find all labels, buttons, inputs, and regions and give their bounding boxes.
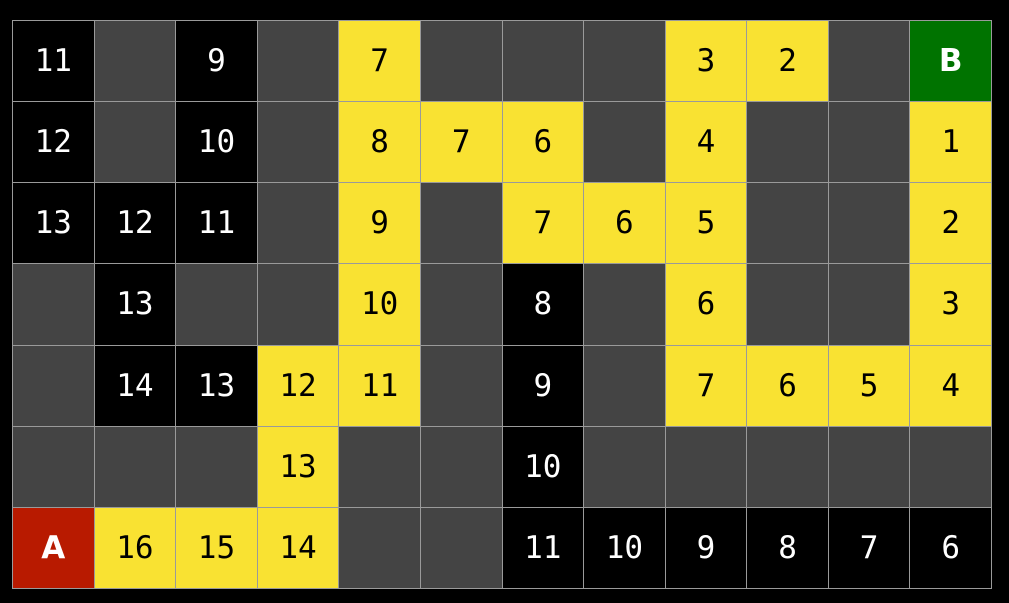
path-cell: 8 (339, 102, 421, 184)
wall-cell (747, 102, 829, 184)
explored-cell: 9 (502, 345, 585, 427)
explored-cell: 13 (13, 183, 95, 265)
path-cell: 3 (665, 21, 748, 103)
path-cell: 12 (257, 345, 340, 427)
wall-cell (828, 426, 911, 508)
wall-cell (584, 264, 666, 346)
wall-cell (584, 345, 666, 427)
path-cell: 5 (665, 183, 748, 265)
path-cell: 14 (257, 507, 340, 589)
wall-cell (747, 426, 829, 508)
explored-cell: 6 (910, 507, 992, 589)
wall-cell (828, 183, 911, 265)
explored-cell: 11 (176, 183, 258, 265)
explored-cell: 12 (94, 183, 177, 265)
explored-cell: 10 (176, 102, 258, 184)
wall-cell (665, 426, 748, 508)
wall-cell (339, 507, 421, 589)
explored-cell: 10 (584, 507, 666, 589)
wall-cell (257, 21, 340, 103)
wall-cell (420, 426, 503, 508)
path-cell: 6 (584, 183, 666, 265)
wall-cell (94, 102, 177, 184)
explored-cell: 14 (94, 345, 177, 427)
start-cell: A (13, 507, 95, 589)
path-cell: 1 (910, 102, 992, 184)
path-cell: 6 (665, 264, 748, 346)
wall-cell (94, 21, 177, 103)
path-cell: 13 (257, 426, 340, 508)
explored-cell: 8 (502, 264, 585, 346)
path-cell: 10 (339, 264, 421, 346)
explored-cell: 11 (502, 507, 585, 589)
path-cell: 2 (910, 183, 992, 265)
wall-cell (339, 426, 421, 508)
wall-cell (502, 21, 585, 103)
path-cell: 3 (910, 264, 992, 346)
wall-cell (13, 264, 95, 346)
wall-cell (747, 264, 829, 346)
maze-grid: 11 9 7 3 2 B 12 10 8 7 6 4 1 13 12 11 9 7 6 5 2 13 10 8 6 3 14 13 12… (12, 20, 992, 589)
wall-cell (257, 264, 340, 346)
wall-cell (828, 264, 911, 346)
path-cell: 2 (747, 21, 829, 103)
path-cell: 5 (828, 345, 911, 427)
wall-cell (584, 102, 666, 184)
path-cell: 7 (420, 102, 503, 184)
path-cell: 7 (665, 345, 748, 427)
goal-cell: B (910, 21, 992, 103)
explored-cell: 13 (94, 264, 177, 346)
path-cell: 16 (94, 507, 177, 589)
explored-cell: 13 (176, 345, 258, 427)
path-cell: 7 (339, 21, 421, 103)
wall-cell (420, 264, 503, 346)
path-cell: 11 (339, 345, 421, 427)
wall-cell (828, 21, 911, 103)
wall-cell (584, 21, 666, 103)
wall-cell (420, 183, 503, 265)
path-cell: 15 (176, 507, 258, 589)
explored-cell: 8 (747, 507, 829, 589)
wall-cell (13, 345, 95, 427)
wall-cell (176, 426, 258, 508)
path-cell: 9 (339, 183, 421, 265)
wall-cell (910, 426, 992, 508)
wall-cell (13, 426, 95, 508)
path-cell: 6 (502, 102, 585, 184)
path-cell: 6 (747, 345, 829, 427)
explored-cell: 11 (13, 21, 95, 103)
wall-cell (828, 102, 911, 184)
explored-cell: 9 (665, 507, 748, 589)
path-cell: 7 (502, 183, 585, 265)
wall-cell (747, 183, 829, 265)
wall-cell (257, 183, 340, 265)
explored-cell: 10 (502, 426, 585, 508)
explored-cell: 9 (176, 21, 258, 103)
wall-cell (584, 426, 666, 508)
wall-cell (420, 21, 503, 103)
wall-cell (420, 507, 503, 589)
wall-cell (420, 345, 503, 427)
wall-cell (176, 264, 258, 346)
wall-cell (94, 426, 177, 508)
explored-cell: 7 (828, 507, 911, 589)
wall-cell (257, 102, 340, 184)
path-cell: 4 (665, 102, 748, 184)
path-cell: 4 (910, 345, 992, 427)
explored-cell: 12 (13, 102, 95, 184)
